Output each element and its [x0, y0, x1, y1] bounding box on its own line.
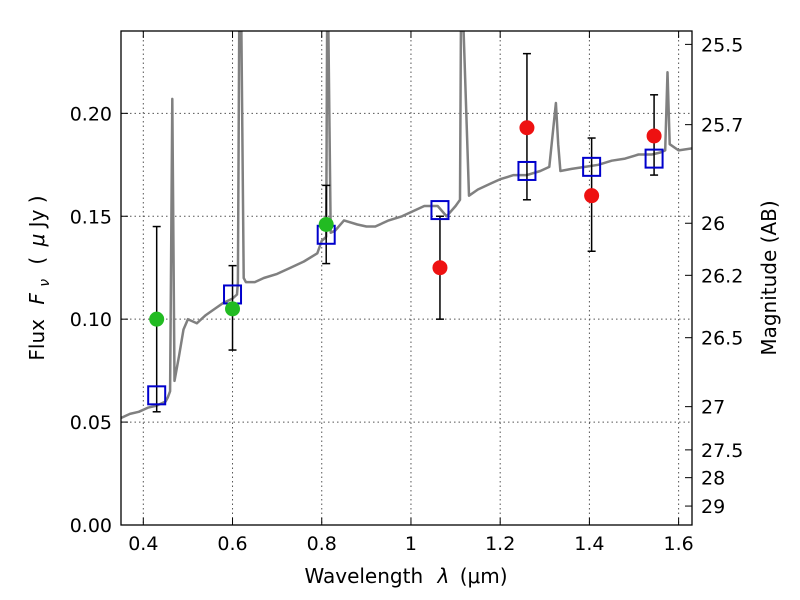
y-axis-label-text: Flux: [25, 319, 49, 361]
y-axis-label-unit-rest: Jy ): [25, 195, 49, 229]
x-axis-label-text: Wavelength: [304, 564, 423, 588]
observed-point: [318, 216, 334, 232]
right-axis-label: Magnitude (AB): [757, 200, 781, 355]
grid: [121, 31, 692, 525]
model-point: [582, 156, 602, 177]
right-tick-label: 26.5: [701, 328, 743, 350]
right-axis-ticks: 25.5 25.7 26 26.2 26.5 27 27.5 28 29: [685, 34, 743, 518]
model-point: [517, 160, 537, 181]
right-tick-label: 27.5: [701, 440, 743, 462]
y-axis-label-symbol: F: [25, 293, 49, 305]
spectrum-line: [121, 31, 692, 420]
x-tick-label: 0.6: [217, 533, 247, 555]
observed-point: [584, 188, 600, 204]
plot-frame: [120, 30, 693, 526]
x-axis-label-symbol: λ: [437, 564, 450, 588]
y-axis-label-subscript: ν: [37, 279, 53, 287]
observed-photometry-series: [149, 120, 662, 327]
x-tick-label: 1: [405, 533, 417, 555]
x-tick-label: 1.6: [664, 533, 694, 555]
right-tick-label: 29: [701, 496, 725, 518]
right-tick-label: 25.7: [701, 115, 743, 137]
x-axis-label-unit: (μm): [460, 564, 508, 588]
x-axis-ticks: 0.4 0.6 0.8 1 1.2 1.4 1.6: [128, 31, 694, 555]
y-tick-label: 0.00: [70, 515, 112, 537]
observed-point: [519, 120, 535, 136]
y-tick-label: 0.20: [70, 103, 112, 125]
right-tick-label: 26.2: [701, 265, 743, 287]
observed-point: [225, 301, 241, 317]
right-tick-label: 25.5: [701, 34, 743, 56]
y-axis-label-unit-mu: μ: [25, 234, 49, 248]
y-tick-label: 0.05: [70, 412, 112, 434]
x-tick-label: 0.8: [307, 533, 337, 555]
y-tick-label: 0.10: [70, 309, 112, 331]
y-axis-ticks: 0.00 0.05 0.10 0.15 0.20: [70, 103, 128, 537]
observed-point: [646, 128, 662, 144]
model-photometry-series: [147, 148, 664, 406]
right-tick-label: 26: [701, 213, 725, 235]
y-axis-label-unit-open: (: [25, 257, 49, 265]
model-point: [644, 148, 664, 169]
y-tick-label: 0.15: [70, 206, 112, 228]
right-tick-label: 28: [701, 468, 725, 490]
right-tick-label: 27: [701, 397, 725, 419]
model-point: [147, 385, 167, 406]
x-tick-label: 0.4: [128, 533, 158, 555]
observed-point: [149, 311, 165, 327]
x-tick-label: 1.2: [485, 533, 515, 555]
model-point: [430, 200, 450, 221]
x-tick-label: 1.4: [574, 533, 604, 555]
spectrum-series: [121, 31, 692, 420]
y-axis-label: Flux F ν ( μ Jy ): [25, 195, 54, 360]
observed-point: [432, 260, 448, 276]
x-axis-label: Wavelength λ (μm): [304, 564, 507, 588]
